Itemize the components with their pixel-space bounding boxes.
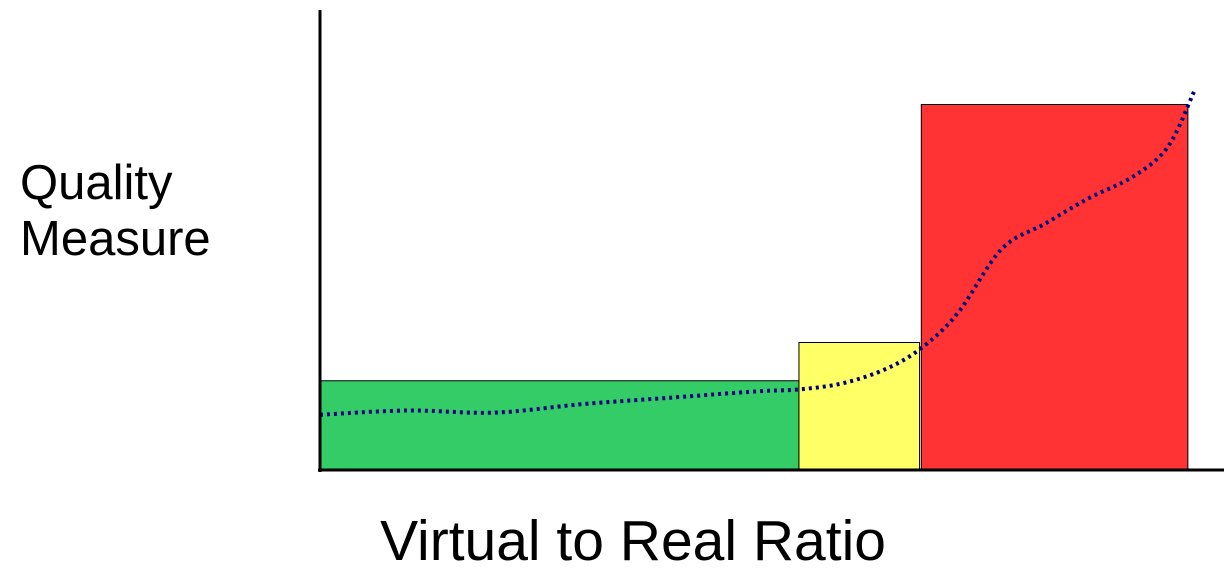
bars-group bbox=[319, 104, 1189, 471]
bar-3 bbox=[920, 104, 1189, 471]
y-axis-label-line-1: Quality bbox=[20, 156, 173, 210]
y-axis-label: Quality Measure bbox=[20, 155, 211, 267]
x-axis-label: Virtual to Real Ratio bbox=[380, 509, 886, 573]
trend-line bbox=[319, 90, 1196, 417]
y-axis-label-line-2: Measure bbox=[20, 212, 211, 266]
bar-2 bbox=[798, 342, 921, 471]
